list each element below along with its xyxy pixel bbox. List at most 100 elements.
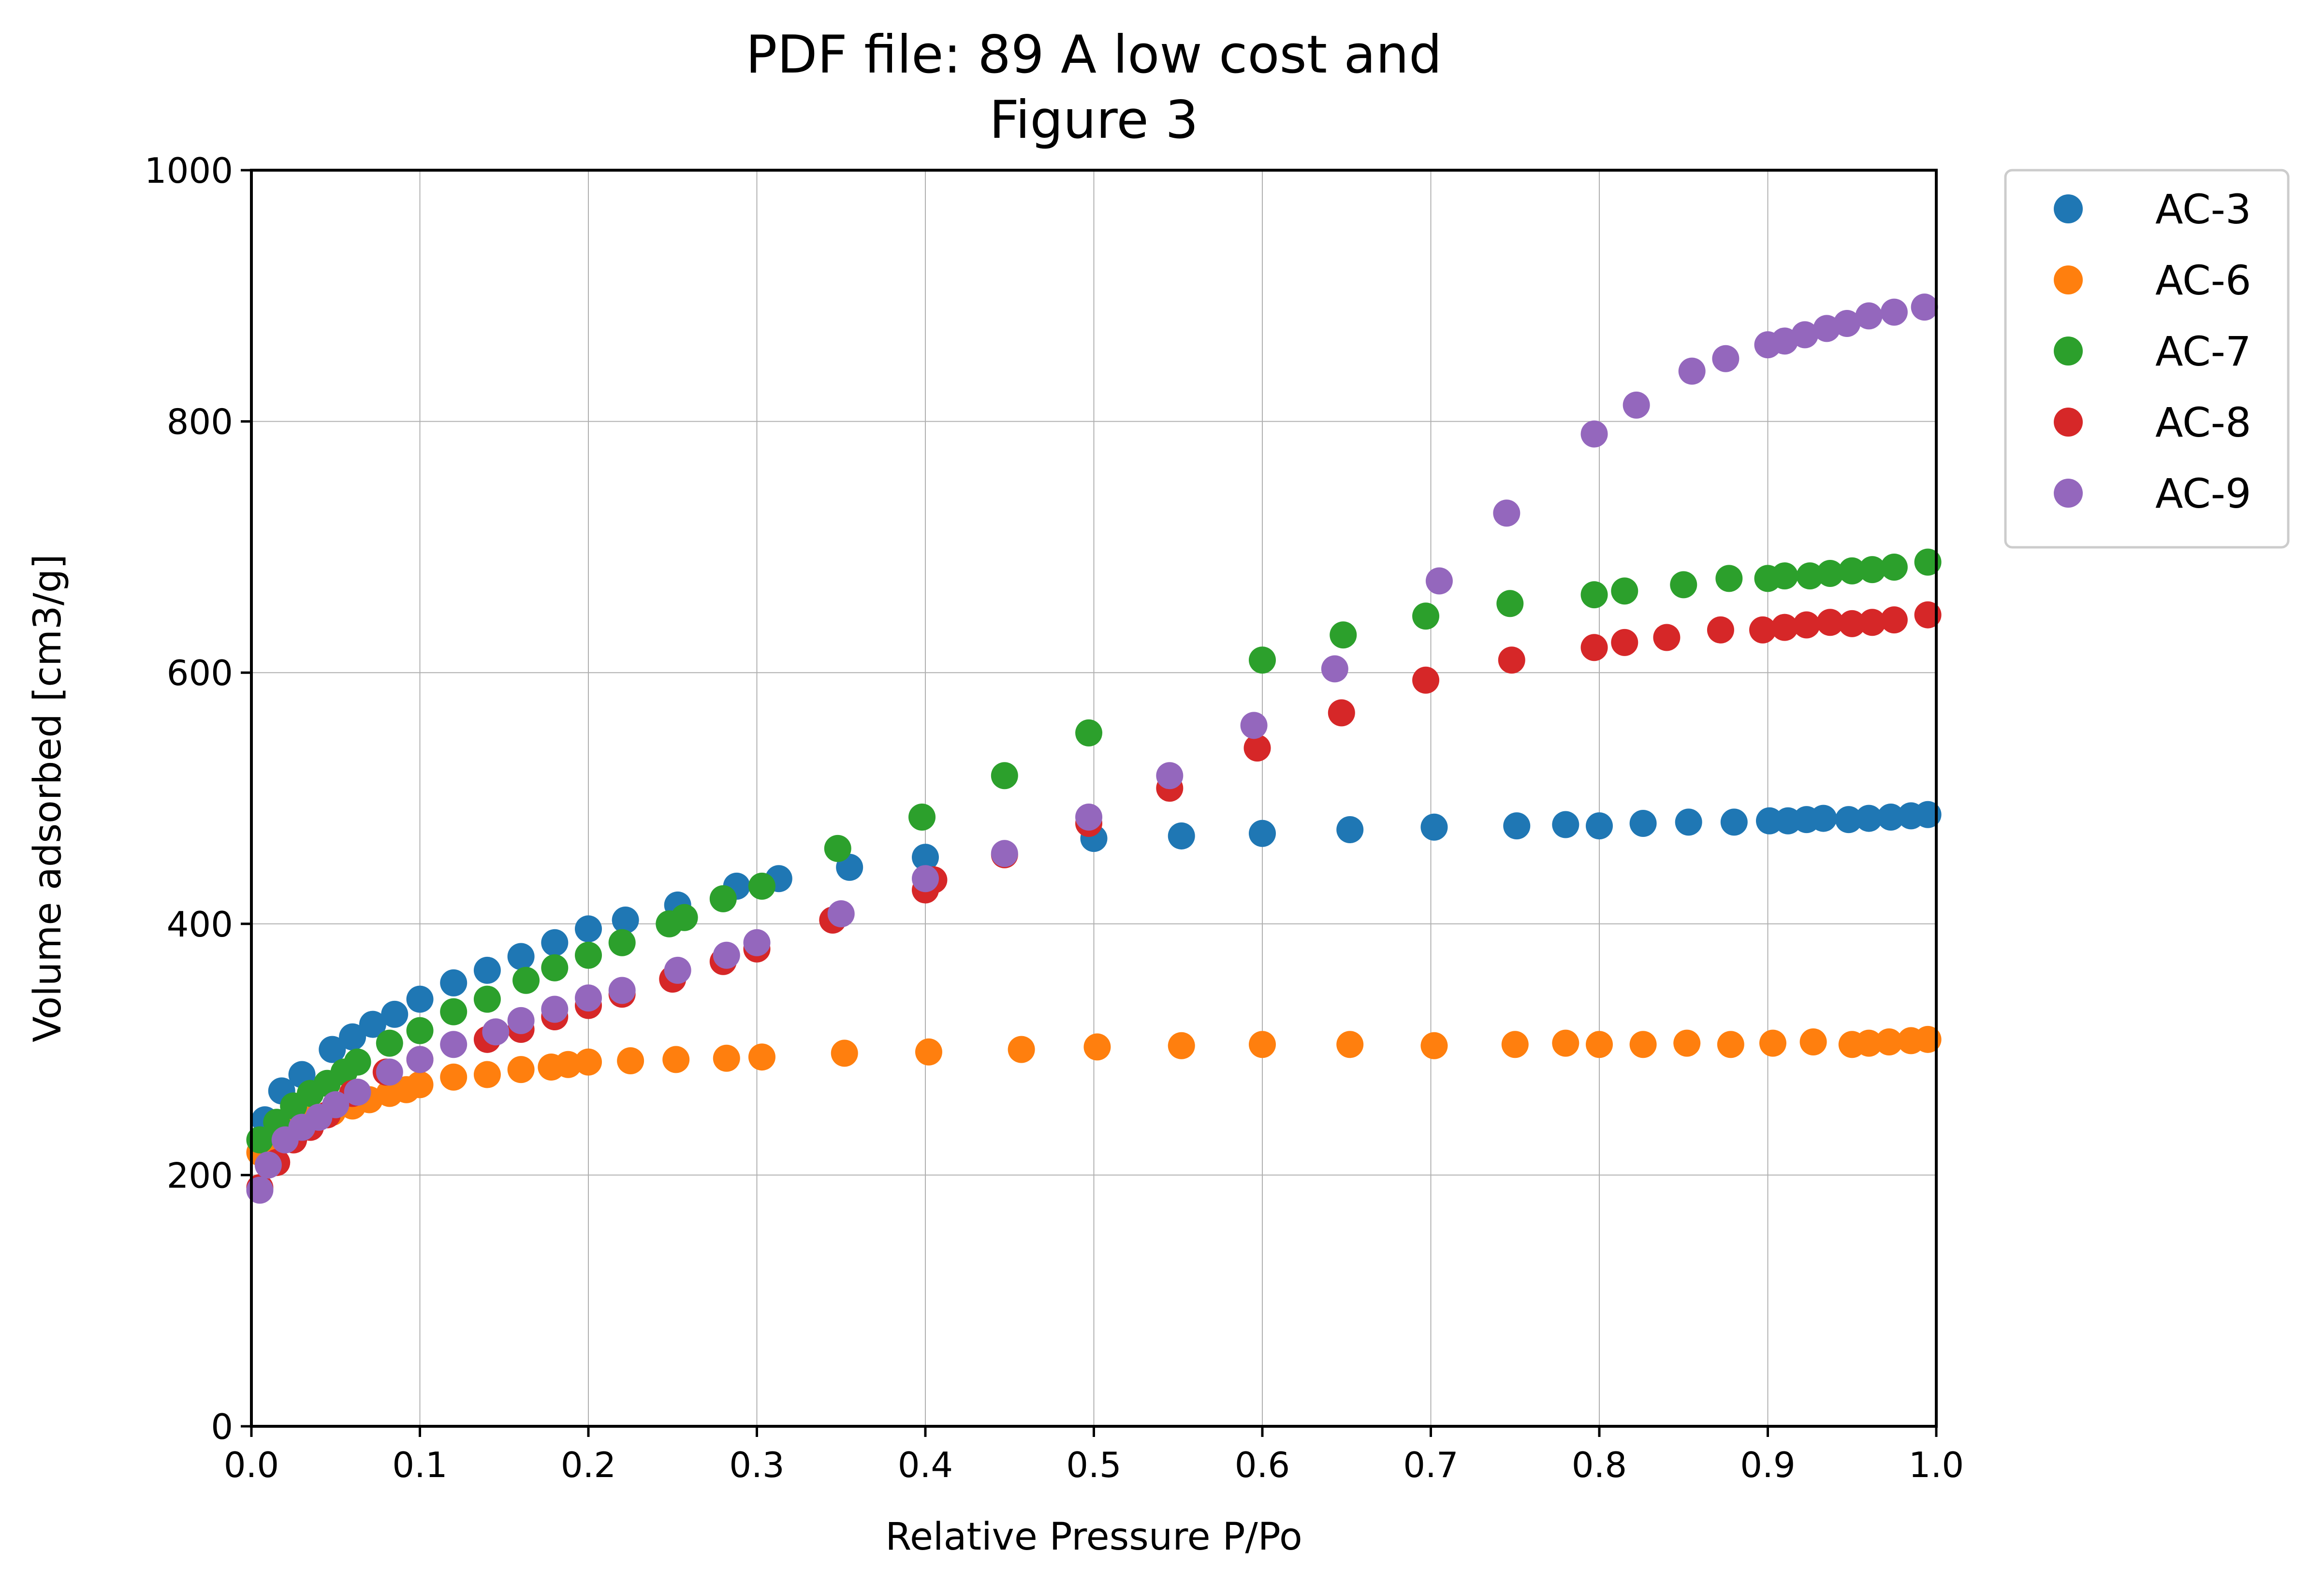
data-point — [991, 762, 1018, 790]
data-point — [748, 1043, 775, 1071]
x-tick-label: 0.7 — [1403, 1445, 1459, 1485]
scatter-series — [246, 293, 1942, 1204]
data-point — [1875, 1028, 1903, 1056]
data-point — [1712, 345, 1740, 372]
x-tick-label: 0.0 — [224, 1445, 279, 1485]
y-axis: 0 200 400 600 800 1000 — [145, 150, 251, 1447]
data-point — [1412, 666, 1440, 694]
data-point — [1678, 357, 1706, 385]
data-point — [991, 840, 1018, 867]
data-point — [1707, 616, 1734, 644]
data-point — [608, 977, 636, 1004]
data-point — [473, 985, 501, 1013]
data-point — [1629, 1031, 1657, 1058]
data-point — [1629, 809, 1657, 837]
series-ac-7 — [246, 548, 1942, 1154]
data-point — [1914, 601, 1942, 629]
data-point — [1673, 1029, 1701, 1057]
data-point — [507, 943, 535, 970]
data-point — [406, 1071, 434, 1098]
data-point — [1420, 813, 1448, 841]
data-point — [1249, 1031, 1276, 1058]
legend-label: AC-6 — [2155, 257, 2251, 304]
data-point — [1914, 801, 1942, 828]
data-point — [1580, 420, 1608, 448]
x-tick-label: 0.4 — [898, 1445, 953, 1485]
data-point — [1835, 806, 1862, 834]
data-point — [406, 985, 434, 1013]
data-point — [440, 969, 468, 996]
data-point — [1168, 822, 1195, 849]
data-point — [1425, 567, 1453, 595]
data-point — [617, 1047, 644, 1074]
data-point — [1880, 298, 1908, 326]
legend-item-ac-9: AC-9 — [2054, 470, 2251, 517]
x-tick-label: 0.9 — [1740, 1445, 1796, 1485]
data-point — [541, 996, 569, 1023]
legend-label: AC-3 — [2155, 186, 2251, 233]
data-point — [1816, 609, 1844, 636]
data-point — [1858, 609, 1886, 636]
data-point — [575, 915, 602, 943]
y-tick-label: 0 — [211, 1406, 233, 1447]
data-point — [1799, 1028, 1827, 1056]
x-tick-label: 0.2 — [561, 1445, 616, 1485]
data-point — [1623, 391, 1650, 419]
data-point — [1336, 1031, 1364, 1058]
series-ac-9 — [246, 293, 1938, 1204]
data-point — [1243, 734, 1271, 762]
data-point — [915, 1038, 942, 1066]
data-point — [1249, 646, 1276, 674]
data-point — [440, 1031, 468, 1058]
data-point — [912, 844, 939, 871]
data-point — [664, 956, 691, 984]
legend-item-ac-3: AC-3 — [2054, 186, 2251, 233]
data-point — [1580, 634, 1608, 661]
data-point — [512, 966, 540, 994]
legend-marker — [2054, 337, 2083, 366]
data-point — [1759, 1029, 1786, 1057]
data-point — [575, 1048, 602, 1076]
data-point — [507, 1056, 535, 1084]
data-point — [482, 1018, 510, 1046]
data-point — [608, 929, 636, 956]
data-point — [1771, 562, 1798, 590]
data-point — [671, 904, 698, 931]
data-point — [713, 1044, 740, 1072]
data-point — [1075, 803, 1103, 831]
data-point — [322, 1091, 350, 1118]
data-point — [1496, 590, 1524, 617]
data-point — [1838, 610, 1866, 637]
data-point — [1715, 565, 1743, 592]
data-point — [1816, 559, 1844, 587]
chart-title-line-2: Figure 3 — [989, 90, 1199, 150]
data-point — [254, 1151, 282, 1179]
x-tick-label: 0.5 — [1066, 1445, 1122, 1485]
legend-marker — [2054, 265, 2083, 294]
data-point — [440, 1063, 468, 1091]
x-tick-label: 0.6 — [1235, 1445, 1290, 1485]
data-point — [709, 885, 737, 912]
data-point — [1911, 293, 1938, 321]
data-point — [1670, 571, 1697, 599]
y-tick-label: 200 — [167, 1155, 233, 1196]
data-point — [1249, 820, 1276, 847]
data-point — [376, 1029, 403, 1057]
chart-title-line-1: PDF file: 89 A low cost and — [746, 25, 1442, 85]
x-axis-title: Relative Pressure P/Po — [885, 1515, 1302, 1559]
data-point — [1321, 655, 1348, 683]
data-point — [1858, 556, 1886, 584]
data-point — [1552, 811, 1579, 838]
data-point — [1838, 557, 1866, 585]
data-point — [1749, 616, 1777, 644]
legend-item-ac-6: AC-6 — [2054, 257, 2251, 304]
legend-marker — [2054, 408, 2083, 437]
data-point — [1336, 816, 1364, 843]
data-point — [824, 835, 851, 862]
y-tick-label: 1000 — [145, 150, 233, 191]
series-ac-6 — [246, 1025, 1942, 1166]
data-point — [359, 1010, 386, 1038]
data-point — [1412, 602, 1440, 630]
